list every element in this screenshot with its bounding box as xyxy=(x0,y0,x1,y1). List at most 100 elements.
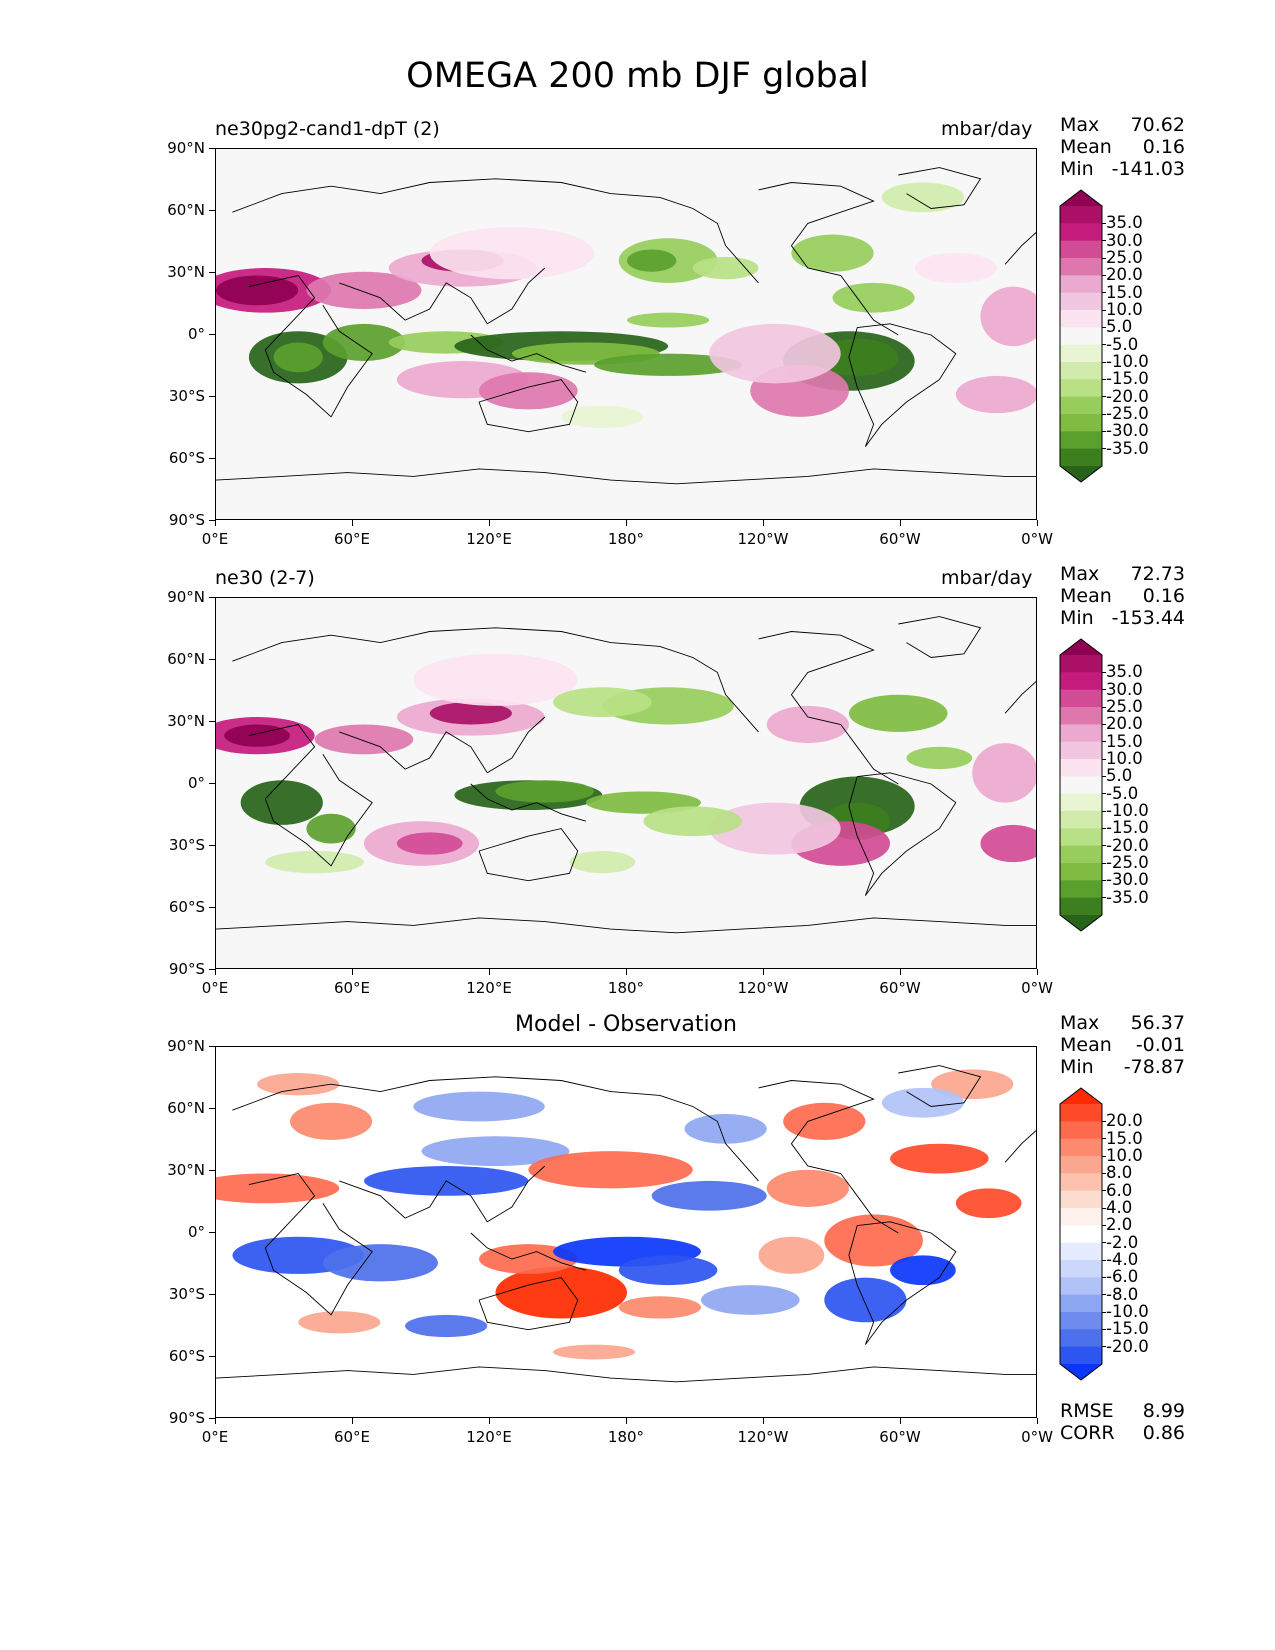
colorbar-label: 35.0 xyxy=(1106,213,1143,233)
coastline xyxy=(232,1076,759,1182)
coastline xyxy=(758,182,899,336)
colorbar-tick xyxy=(1102,1155,1106,1157)
stat-value: 0.16 xyxy=(1142,585,1185,607)
x-tick-mark xyxy=(899,969,901,975)
y-tick-label: 30°S xyxy=(168,836,205,854)
colorbar-label: 2.0 xyxy=(1106,1215,1133,1235)
colorbar-svg xyxy=(1059,638,1103,932)
colorbar-cell xyxy=(1060,431,1102,450)
colorbar-extend-min xyxy=(1060,1364,1102,1380)
field-contour xyxy=(890,1255,956,1286)
x-tick-mark xyxy=(762,1418,764,1424)
colorbar-tick xyxy=(1102,862,1106,864)
x-tick-mark xyxy=(214,1418,216,1424)
colorbar-label: -35.0 xyxy=(1106,887,1149,907)
y-tick-label: 60°N xyxy=(167,201,205,219)
stat-value: 70.62 xyxy=(1130,114,1185,136)
stat-label: Min xyxy=(1060,607,1094,629)
field-contour xyxy=(890,1143,989,1174)
field-contour xyxy=(306,271,422,309)
colorbar-label: 30.0 xyxy=(1106,230,1143,250)
colorbar-cell xyxy=(1060,1104,1102,1122)
colorbar-cell xyxy=(1060,741,1102,760)
field-contour xyxy=(224,724,290,747)
colorbar-tick xyxy=(1102,706,1106,708)
x-tick-label: 60°E xyxy=(333,979,371,997)
stat-value: 8.99 xyxy=(1142,1400,1185,1422)
colorbar-tick xyxy=(1102,810,1106,812)
field-contour xyxy=(643,806,743,837)
x-tick-label: 120°W xyxy=(737,530,789,548)
units-label: mbar/day xyxy=(941,118,1033,140)
coastline xyxy=(898,1065,982,1107)
field-contour xyxy=(627,249,677,272)
colorbar-tick xyxy=(1102,430,1106,432)
colorbar-label: 10.0 xyxy=(1106,300,1143,319)
field-contour xyxy=(495,1266,627,1319)
coastline xyxy=(339,716,546,774)
colorbar-cell xyxy=(1060,689,1102,708)
x-tick-label: 120°E xyxy=(466,530,512,548)
coastline xyxy=(848,1221,957,1345)
colorbar-tick xyxy=(1102,1328,1106,1330)
colorbar-label: 15.0 xyxy=(1106,731,1143,751)
y-tick-mark xyxy=(209,782,215,784)
x-tick-mark xyxy=(351,1418,353,1424)
stat-value: -153.44 xyxy=(1111,607,1185,629)
colorbar-cell xyxy=(1060,880,1102,899)
x-tick-label: 0°W xyxy=(1021,530,1053,548)
coastline xyxy=(1004,1130,1036,1163)
field-contour xyxy=(265,850,364,874)
field-contour xyxy=(479,372,578,410)
y-tick-label: 60°N xyxy=(167,650,205,668)
x-tick-label: 180° xyxy=(607,1428,645,1446)
x-tick-label: 120°W xyxy=(737,1428,789,1446)
colorbar-cell xyxy=(1060,1225,1102,1244)
colorbar-cell xyxy=(1060,206,1102,224)
field-contour xyxy=(914,253,997,283)
field-contour xyxy=(783,1102,866,1140)
coastline xyxy=(848,772,957,896)
field-contour xyxy=(413,653,578,706)
y-tick-label: 30°N xyxy=(167,1161,205,1179)
colorbar-cell xyxy=(1060,1329,1102,1348)
y-tick-label: 60°N xyxy=(167,1099,205,1117)
field-contour xyxy=(824,1214,923,1267)
field-contour xyxy=(618,1296,701,1319)
field-contour xyxy=(684,1113,767,1144)
y-tick-mark xyxy=(209,1231,215,1233)
colorbar-cell xyxy=(1060,240,1102,259)
x-tick-label: 0°W xyxy=(1021,1428,1053,1446)
colorbar-cell xyxy=(1060,1294,1102,1313)
stat-value: 0.16 xyxy=(1142,136,1185,158)
colorbar-extend-max xyxy=(1060,1088,1102,1104)
x-tick-mark xyxy=(351,520,353,526)
x-tick-mark xyxy=(1036,520,1038,526)
colorbar-cell xyxy=(1060,1190,1102,1209)
colorbar-svg xyxy=(1059,1087,1103,1381)
stat-row: Mean -0.01 xyxy=(1060,1034,1185,1056)
colorbar-label: -25.0 xyxy=(1106,853,1149,872)
coastline xyxy=(898,616,982,658)
y-tick-label: 90°N xyxy=(167,1037,205,1055)
y-tick-label: 60°S xyxy=(168,898,205,916)
x-tick-label: 60°E xyxy=(333,530,371,548)
stat-row: Max 72.73 xyxy=(1060,563,1185,585)
field-contour xyxy=(240,780,323,825)
colorbar-tick xyxy=(1102,222,1106,224)
colorbar xyxy=(1058,637,1104,937)
colorbar-cell xyxy=(1060,845,1102,864)
stat-value: 0.86 xyxy=(1142,1422,1185,1444)
panel-title: Model - Observation xyxy=(515,1012,737,1037)
field-contour xyxy=(495,780,595,803)
colorbar-label: 15.0 xyxy=(1106,282,1143,302)
colorbar-tick xyxy=(1102,292,1106,294)
coastline xyxy=(478,379,579,433)
colorbar-cell xyxy=(1060,448,1102,467)
field-contour xyxy=(257,1073,340,1096)
colorbar-outline xyxy=(1059,1087,1103,1381)
coastline xyxy=(758,1080,899,1234)
colorbar-tick xyxy=(1102,827,1106,829)
stat-row: Max 70.62 xyxy=(1060,114,1185,136)
x-tick-label: 120°W xyxy=(737,979,789,997)
